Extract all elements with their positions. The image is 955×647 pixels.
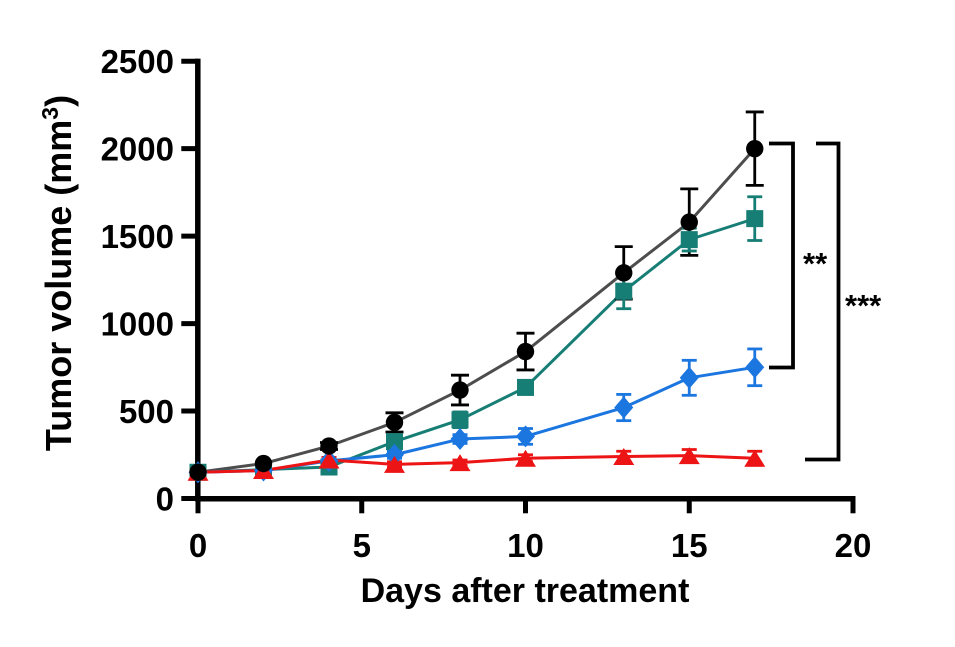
y-axis-title: Tumor volume (mm3) xyxy=(37,73,80,473)
x-tick-label: 10 xyxy=(507,527,544,564)
y-tick-label: 1500 xyxy=(101,218,174,255)
x-tick-label: 20 xyxy=(835,527,872,564)
x-tick-label: 15 xyxy=(671,527,708,564)
black-circles-marker xyxy=(516,342,535,361)
black-circles-marker xyxy=(746,139,764,158)
black-circles-marker xyxy=(254,454,273,473)
red-triangles-marker xyxy=(678,447,700,465)
black-circles-marker xyxy=(385,413,404,432)
y-axis-title-text: Tumor volume (mm xyxy=(38,119,79,452)
significance-stars: ** xyxy=(803,246,828,281)
y-tick-label: 500 xyxy=(119,393,174,430)
black-circles-marker xyxy=(451,381,469,399)
red-triangles-marker xyxy=(744,449,766,467)
x-tick-label: 5 xyxy=(353,527,371,564)
blue-diamonds-marker xyxy=(385,443,404,466)
y-tick-label: 2000 xyxy=(101,131,174,168)
teal-squares-marker xyxy=(517,378,534,396)
blue-diamonds-marker xyxy=(745,356,765,379)
teal-squares-marker xyxy=(680,231,698,249)
y-axis-title-close-paren: ) xyxy=(38,94,79,107)
red-triangles-marker xyxy=(384,455,405,473)
black-circles-marker xyxy=(320,437,338,455)
significance-stars: *** xyxy=(845,288,882,323)
teal-squares-marker xyxy=(615,282,633,300)
red-triangles-marker xyxy=(449,454,471,472)
y-tick-label: 2500 xyxy=(101,43,174,80)
significance-bracket xyxy=(805,141,841,462)
significance-bracket xyxy=(769,141,795,370)
red-triangles-marker xyxy=(318,451,340,469)
y-axis-title-superscript: 3 xyxy=(37,106,63,120)
teal-squares-line xyxy=(196,217,757,474)
x-tick-label: 0 xyxy=(189,527,207,564)
teal-squares-marker xyxy=(746,210,764,228)
black-circles-line xyxy=(196,147,757,474)
blue-diamonds-marker xyxy=(679,366,699,389)
teal-squares-marker xyxy=(451,411,469,429)
black-circles-marker xyxy=(189,463,207,481)
black-circles-marker xyxy=(615,264,633,282)
y-tick-label: 1000 xyxy=(101,306,174,343)
teal-squares-marker xyxy=(386,433,403,451)
blue-diamonds-marker xyxy=(450,428,470,451)
blue-diamonds-marker xyxy=(516,425,535,448)
black-circles-marker xyxy=(680,213,698,231)
red-triangles-marker xyxy=(515,449,536,467)
red-triangles-marker xyxy=(613,448,635,466)
y-tick-label: 0 xyxy=(156,481,174,518)
x-axis-title: Days after treatment xyxy=(360,572,690,610)
blue-diamonds-marker xyxy=(614,396,634,419)
